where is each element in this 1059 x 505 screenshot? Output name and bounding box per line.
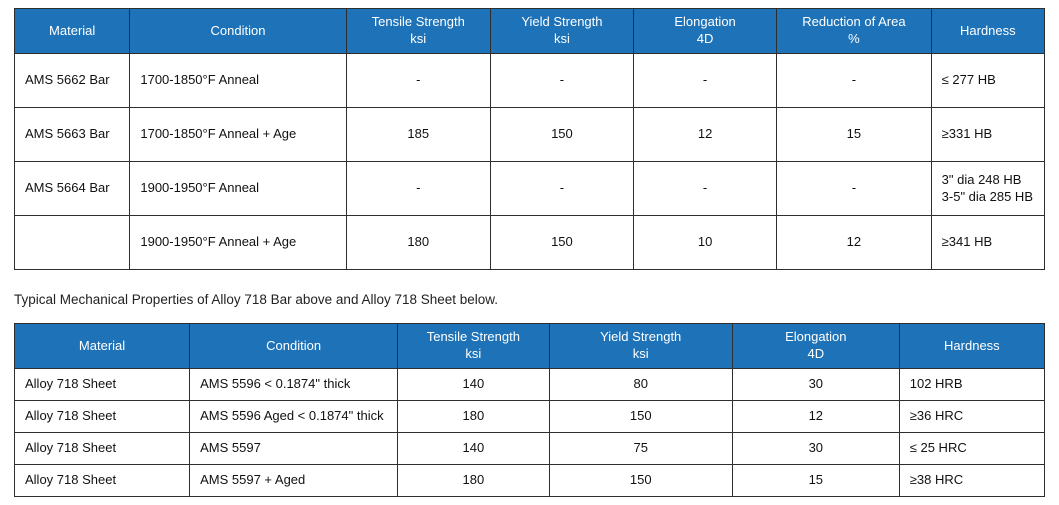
column-header-label: Elongation xyxy=(785,329,847,345)
column-header-subline: ksi xyxy=(410,31,427,46)
cell-hardness: ≥38 HRC xyxy=(898,464,1046,497)
table-row: Alloy 718 Sheet AMS 5596 Aged < 0.1874" … xyxy=(13,400,1046,433)
column-header-material: Material xyxy=(13,323,191,369)
cell-tensile-strength: 180 xyxy=(397,400,550,433)
cell-elongation: 12 xyxy=(632,107,778,162)
cell-elongation: - xyxy=(632,161,778,216)
column-header-label: Yield Strength xyxy=(521,14,603,30)
cell-elongation: - xyxy=(632,53,778,108)
column-header-label: Material xyxy=(49,22,96,38)
column-header-label: Yield Strength xyxy=(600,329,682,345)
cell-reduction-of-area: - xyxy=(776,53,932,108)
cell-condition: 1700-1850°F Anneal xyxy=(129,53,347,108)
cell-yield-strength: 150 xyxy=(489,215,635,270)
cell-material: AMS 5663 Bar xyxy=(13,107,131,162)
cell-elongation: 10 xyxy=(632,215,778,270)
column-header-label: Tensile Strength xyxy=(426,329,520,345)
cell-yield-strength: - xyxy=(489,161,635,216)
cell-elongation: 12 xyxy=(731,400,900,433)
column-header-label: Hardness xyxy=(960,22,1016,38)
cell-elongation: 30 xyxy=(731,368,900,401)
column-header-elongation: Elongation 4D xyxy=(731,323,900,369)
cell-material: Alloy 718 Sheet xyxy=(13,464,191,497)
table-row: AMS 5662 Bar 1700-1850°F Anneal - - - - … xyxy=(13,53,1046,108)
table-row: Alloy 718 Sheet AMS 5596 < 0.1874" thick… xyxy=(13,368,1046,401)
cell-reduction-of-area: 12 xyxy=(776,215,932,270)
cell-tensile-strength: - xyxy=(345,161,491,216)
cell-yield-strength: 150 xyxy=(548,464,733,497)
cell-condition: 1700-1850°F Anneal + Age xyxy=(129,107,347,162)
column-header-reduction-of-area: Reduction of Area % xyxy=(776,8,932,54)
cell-material xyxy=(13,215,131,270)
cell-yield-strength: 150 xyxy=(548,400,733,433)
cell-yield-strength: 150 xyxy=(489,107,635,162)
cell-reduction-of-area: 15 xyxy=(776,107,932,162)
column-header-yield-strength: Yield Strength ksi xyxy=(548,323,733,369)
column-header-hardness: Hardness xyxy=(898,323,1046,369)
column-header-tensile-strength: Tensile Strength ksi xyxy=(345,8,491,54)
column-header-tensile-strength: Tensile Strength ksi xyxy=(397,323,550,369)
column-header-condition: Condition xyxy=(129,8,347,54)
column-header-label: Hardness xyxy=(944,337,1000,353)
column-header-label: Material xyxy=(78,337,126,353)
column-header-elongation: Elongation 4D xyxy=(632,8,778,54)
cell-hardness: ≥341 HB xyxy=(930,215,1046,270)
cell-material: AMS 5662 Bar xyxy=(13,53,131,108)
table-row: 1900-1950°F Anneal + Age 180 150 10 12 ≥… xyxy=(13,215,1046,270)
cell-material: Alloy 718 Sheet xyxy=(13,400,191,433)
cell-reduction-of-area: - xyxy=(776,161,932,216)
cell-tensile-strength: 140 xyxy=(397,368,550,401)
cell-condition: AMS 5596 < 0.1874" thick xyxy=(189,368,399,401)
table-header-row: Material Condition Tensile Strength ksi … xyxy=(13,323,1046,369)
column-header-label: Elongation xyxy=(674,14,736,30)
column-header-subline: ksi xyxy=(553,31,570,46)
cell-tensile-strength: - xyxy=(345,53,491,108)
column-header-label: Reduction of Area xyxy=(802,14,906,30)
cell-yield-strength: 80 xyxy=(548,368,733,401)
cell-tensile-strength: 180 xyxy=(345,215,491,270)
cell-elongation: 15 xyxy=(731,464,900,497)
column-header-subline: 4D xyxy=(807,346,825,361)
column-header-yield-strength: Yield Strength ksi xyxy=(489,8,635,54)
column-header-condition: Condition xyxy=(189,323,399,369)
cell-hardness: 3" dia 248 HB 3-5" dia 285 HB xyxy=(930,161,1046,216)
cell-tensile-strength: 185 xyxy=(345,107,491,162)
column-header-label: Tensile Strength xyxy=(371,14,465,30)
cell-material: AMS 5664 Bar xyxy=(13,161,131,216)
cell-tensile-strength: 180 xyxy=(397,464,550,497)
cell-hardness: ≥331 HB xyxy=(930,107,1046,162)
cell-condition: 1900-1950°F Anneal xyxy=(129,161,347,216)
cell-hardness: 102 HRB xyxy=(898,368,1046,401)
column-header-material: Material xyxy=(13,8,131,54)
table-header-row: Material Condition Tensile Strength ksi … xyxy=(13,8,1046,54)
cell-condition: AMS 5596 Aged < 0.1874" thick xyxy=(189,400,399,433)
cell-hardness: ≥36 HRC xyxy=(898,400,1046,433)
tables-caption: Typical Mechanical Properties of Alloy 7… xyxy=(14,292,499,307)
cell-material: Alloy 718 Sheet xyxy=(13,368,191,401)
table-row: Alloy 718 Sheet AMS 5597 + Aged 180 150 … xyxy=(13,464,1046,497)
cell-condition: 1900-1950°F Anneal + Age xyxy=(129,215,347,270)
column-header-subline: ksi xyxy=(632,346,649,361)
sheet-properties-table: Material Condition Tensile Strength ksi … xyxy=(13,323,1046,497)
table-row: AMS 5664 Bar 1900-1950°F Anneal - - - - … xyxy=(13,161,1046,216)
column-header-label: Condition xyxy=(210,22,266,38)
column-header-subline: 4D xyxy=(696,31,714,46)
column-header-subline: ksi xyxy=(465,346,482,361)
cell-yield-strength: - xyxy=(489,53,635,108)
column-header-label: Condition xyxy=(266,337,322,353)
cell-hardness: ≤ 277 HB xyxy=(930,53,1046,108)
cell-condition: AMS 5597 + Aged xyxy=(189,464,399,497)
bar-properties-table: Material Condition Tensile Strength ksi … xyxy=(13,8,1046,270)
column-header-subline: % xyxy=(848,31,860,46)
table-row: AMS 5663 Bar 1700-1850°F Anneal + Age 18… xyxy=(13,107,1046,162)
column-header-hardness: Hardness xyxy=(930,8,1046,54)
